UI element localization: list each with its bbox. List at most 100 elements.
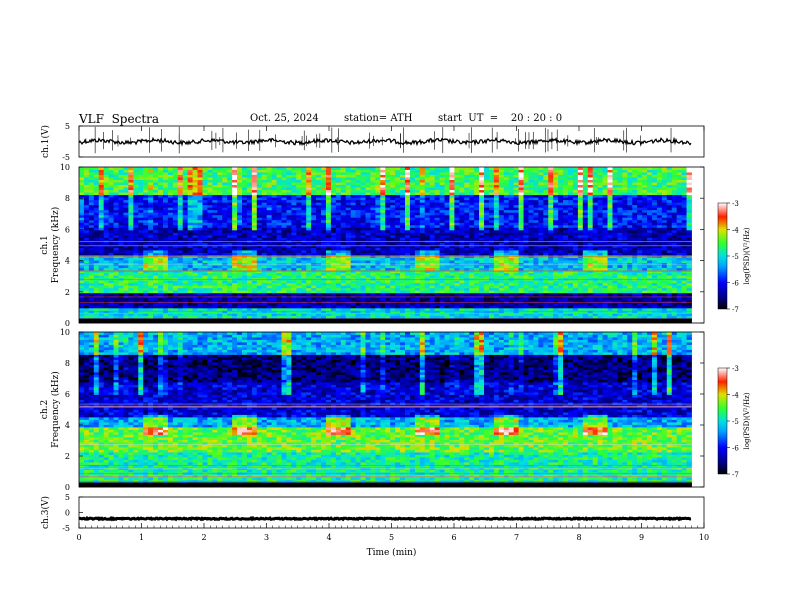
spectrogram-cell [227, 275, 233, 279]
spectrogram-cell [380, 187, 386, 191]
spectrogram-cell [177, 179, 184, 183]
spectrogram-cell [296, 212, 302, 216]
spectrogram-cell [306, 267, 312, 271]
spectrogram-cell [202, 217, 208, 221]
spectrogram-cell [424, 252, 431, 256]
spectrogram-cell [424, 212, 431, 216]
spectrogram-cell [192, 172, 198, 175]
spectrogram-cell [286, 250, 292, 253]
spectrogram-cell [266, 172, 273, 175]
spectrogram-cell [98, 260, 105, 264]
spectrogram-cell [325, 302, 332, 306]
spectrogram-cell [256, 287, 263, 291]
spectrogram-cell [355, 245, 361, 248]
spectrogram-cell [301, 237, 307, 241]
spectrogram-cell [88, 305, 95, 309]
spectrogram-cell [192, 265, 198, 269]
spectrogram-cell [429, 280, 436, 284]
spectrogram-cell [153, 207, 159, 211]
spectrogram-cell [79, 219, 85, 223]
spectrogram-cell [207, 250, 213, 253]
spectrogram-cell [409, 212, 416, 216]
spectrogram-cell [158, 169, 164, 173]
spectrogram-cell [167, 292, 174, 296]
spectrogram-cell [325, 245, 332, 248]
spectrogram-cell [335, 214, 342, 218]
spectrogram-cell [251, 265, 258, 269]
spectrogram-cell [375, 199, 381, 203]
spectrogram-cell [98, 227, 105, 231]
spectrogram-cell [325, 234, 332, 238]
spectrogram-cell [261, 285, 268, 289]
spectrogram-cell [222, 272, 228, 276]
spectrogram-cell [380, 177, 386, 180]
spectrogram-cell [355, 285, 361, 289]
spectrogram-cell [429, 169, 436, 173]
spectrogram-cell [113, 182, 119, 186]
spectrogram-cell [182, 315, 189, 319]
spectrogram-cell [355, 172, 361, 175]
spectrogram-cell [395, 224, 401, 228]
spectrogram-cell [148, 189, 154, 193]
spectrogram-cell [345, 212, 352, 216]
spectrogram-cell [167, 222, 174, 226]
spectrogram-cell [395, 290, 401, 294]
spectrogram-cell [449, 212, 455, 216]
spectrogram-cell [118, 199, 124, 203]
spectrogram-cell [335, 280, 342, 284]
spectrogram-cell [380, 179, 386, 183]
spectrogram-cell [291, 179, 297, 183]
spectrogram-cell [281, 305, 287, 309]
spectrogram-cell [172, 290, 179, 294]
spectrogram-cell [143, 217, 149, 221]
spectrogram-cell [301, 252, 307, 256]
spectrogram-cell [148, 177, 154, 180]
spectrogram-cell [246, 280, 253, 284]
spectrogram-cell [138, 194, 144, 198]
spectrogram-cell [197, 169, 203, 173]
spectrogram-cell [469, 272, 475, 276]
spectrogram-cell [409, 194, 416, 198]
spectrogram-cell [212, 237, 218, 241]
spectrogram-cell [133, 217, 139, 221]
spectrogram-cell [464, 224, 470, 228]
spectrogram-cell [207, 222, 213, 226]
spectrogram-cell [400, 297, 406, 301]
spectrogram-cell [232, 187, 238, 191]
spectrogram-cell [449, 312, 455, 316]
spectrogram-cell [340, 247, 347, 251]
spectrogram-cell [93, 219, 100, 223]
spectrogram-cell [207, 179, 213, 183]
spectrogram-cell [414, 184, 421, 188]
spectrogram-cell [237, 182, 243, 186]
spectrogram-cell [212, 179, 218, 183]
spectrogram-cell [187, 237, 194, 241]
spectrogram-cell [350, 199, 357, 203]
spectrogram-cell [281, 282, 287, 286]
spectrogram-cell [138, 192, 144, 196]
spectrogram-cell [153, 222, 159, 226]
spectrogram-cell [444, 174, 450, 178]
spectrogram-cell [459, 290, 465, 294]
spectrogram-cell [390, 287, 396, 291]
spectrogram-cell [93, 315, 100, 319]
spectrogram-cell [291, 245, 297, 248]
spectrogram-cell [187, 194, 194, 198]
spectrogram-cell [281, 184, 287, 188]
spectrogram-cell [237, 232, 243, 236]
spectrogram-cell [370, 310, 376, 314]
spectrogram-cell [172, 232, 179, 236]
spectrogram-cell [143, 275, 149, 279]
spectrogram-cell [429, 287, 436, 291]
spectrogram-cell [98, 222, 105, 226]
spectrogram-cell [266, 257, 273, 261]
spectrogram-cell [291, 224, 297, 228]
spectrogram-cell [286, 260, 292, 264]
spectrogram-cell [301, 280, 307, 284]
spectrogram-cell [162, 260, 169, 264]
spectrogram-cell [177, 167, 184, 170]
spectrogram-cell [177, 282, 184, 286]
spectrogram-cell [187, 189, 194, 193]
spectrogram-cell [79, 302, 85, 306]
spectrogram-cell [424, 280, 431, 284]
